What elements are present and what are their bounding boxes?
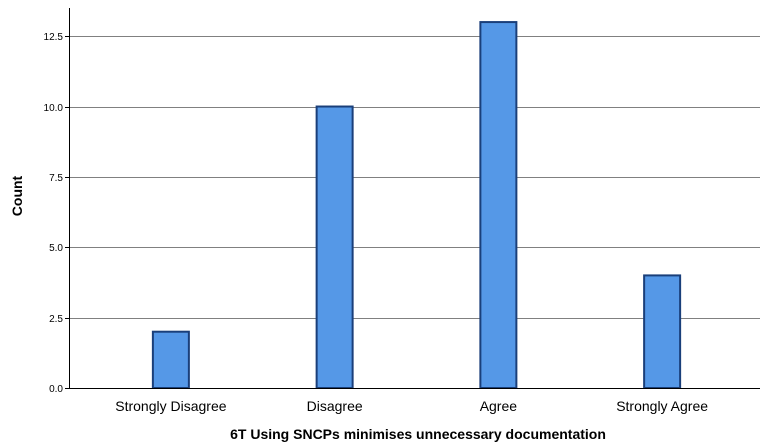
x-axis-title: 6T Using SNCPs minimises unnecessary doc… [230, 426, 606, 442]
y-tick-label: 10.0 [44, 103, 64, 114]
y-tick-label: 2.5 [49, 314, 63, 325]
x-category-labels: Strongly Disagree Disagree Agree Strongly A… [115, 398, 708, 414]
axes [69, 8, 760, 389]
y-tick-label: 12.5 [44, 32, 64, 43]
x-category-label: Strongly Disagree [115, 398, 226, 414]
y-tick-label: 5.0 [49, 243, 63, 254]
y-tick-labels: 0.0 2.5 5.0 7.5 10.0 12.5 [44, 32, 69, 395]
y-tick-label: 7.5 [49, 173, 63, 184]
y-axis-title: Count [9, 175, 25, 216]
bar-agree [479, 21, 518, 390]
x-category-label: Disagree [307, 398, 363, 414]
bar-strongly-agree [643, 274, 682, 389]
x-category-label: Agree [480, 398, 518, 414]
bar-strongly-disagree [151, 330, 190, 389]
y-tick-label: 0.0 [49, 384, 63, 395]
x-category-label: Strongly Agree [616, 398, 708, 414]
bar-disagree [315, 105, 354, 389]
bars [151, 21, 682, 390]
